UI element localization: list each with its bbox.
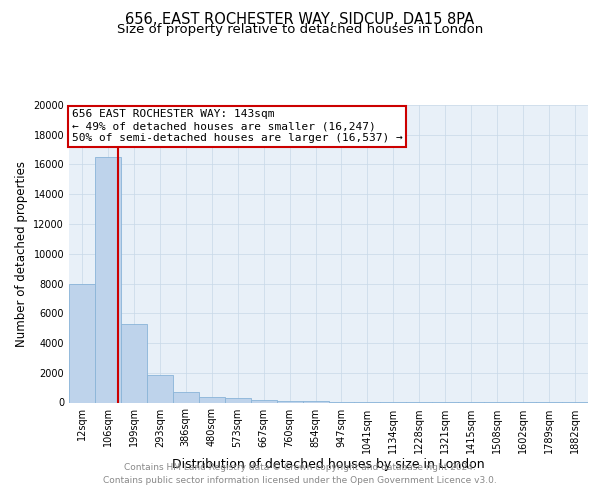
Bar [277,400,302,402]
Text: 656 EAST ROCHESTER WAY: 143sqm
← 49% of detached houses are smaller (16,247)
50%: 656 EAST ROCHESTER WAY: 143sqm ← 49% of … [71,110,403,142]
Bar [251,400,277,402]
Bar [95,157,121,402]
Text: Contains HM Land Registry data © Crown copyright and database right 2024.: Contains HM Land Registry data © Crown c… [124,462,476,471]
Text: Size of property relative to detached houses in London: Size of property relative to detached ho… [117,22,483,36]
Bar [147,375,173,402]
Bar [173,392,199,402]
Bar [225,398,251,402]
Text: Contains public sector information licensed under the Open Government Licence v3: Contains public sector information licen… [103,476,497,485]
Bar [121,324,147,402]
Bar [302,401,329,402]
X-axis label: Distribution of detached houses by size in London: Distribution of detached houses by size … [172,458,485,471]
Bar [69,284,95,403]
Text: 656, EAST ROCHESTER WAY, SIDCUP, DA15 8PA: 656, EAST ROCHESTER WAY, SIDCUP, DA15 8P… [125,12,475,28]
Bar [199,398,224,402]
Y-axis label: Number of detached properties: Number of detached properties [15,161,28,347]
